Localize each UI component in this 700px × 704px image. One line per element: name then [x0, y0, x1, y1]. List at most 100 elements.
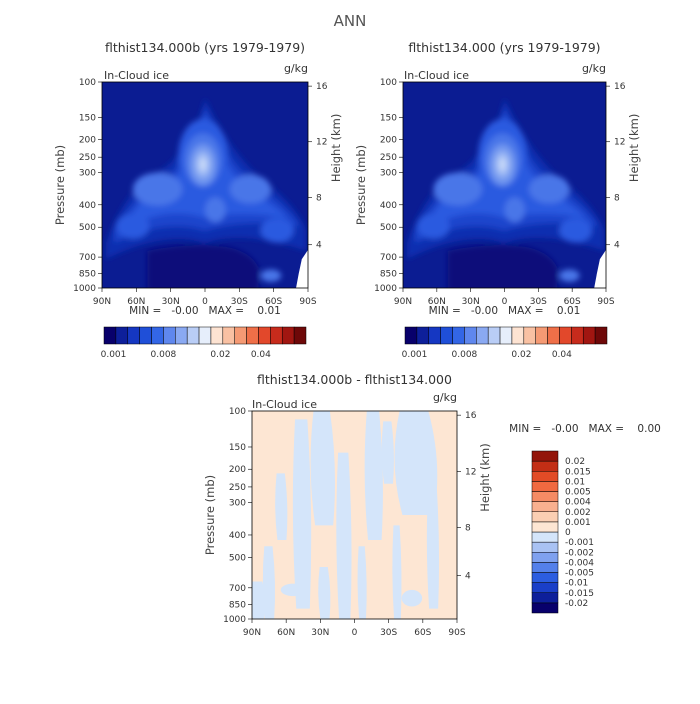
contour-low [147, 245, 259, 288]
y-tick-label: 100 [229, 407, 246, 417]
colorbar-swatch [186, 326, 200, 345]
x-tick-label: 90S [299, 297, 316, 307]
colorbar-swatch [487, 326, 501, 345]
y-tick-label: 100 [380, 78, 397, 88]
height-tick-label: 4 [614, 241, 620, 251]
panel-title: flthist134.000b - flthist134.000 [257, 372, 452, 387]
contour-blob [504, 197, 525, 223]
contour-blob [229, 174, 271, 204]
y-tick-label: 100 [79, 78, 96, 88]
y-tick-label: 850 [380, 270, 397, 280]
colorbar-diff: 0.020.0150.010.0050.0040.0020.0010-0.001… [531, 450, 594, 614]
contour-blob [205, 197, 226, 223]
panel-title: flthist134.000 (yrs 1979-1979) [408, 40, 600, 55]
x-tick-label: 90S [448, 628, 465, 638]
colorbar-swatch [531, 481, 559, 492]
missing-data [296, 249, 308, 288]
contour-blob [260, 217, 294, 243]
y-tick-label: 400 [229, 531, 246, 541]
x-tick-label: 90N [394, 297, 412, 307]
height-tick-label: 8 [316, 193, 322, 203]
x-tick-label: 0 [202, 297, 208, 307]
panel-case2: flthist134.000 (yrs 1979-1979) In-Cloud i… [354, 40, 641, 317]
y-tick-label: 150 [380, 114, 397, 124]
colorbar-swatch [531, 562, 559, 573]
x-tick-label: 90S [597, 297, 614, 307]
min-max-text: MIN = -0.00 MAX = 0.00 [509, 423, 661, 435]
colorbar-swatch [293, 326, 307, 345]
diff-region [292, 419, 312, 609]
colorbar-label: -0.005 [565, 569, 594, 579]
diff-region [364, 411, 383, 540]
main-title: ANN [334, 12, 367, 30]
contour-blob [199, 157, 207, 172]
diff-region [310, 411, 336, 526]
diff-region [252, 581, 266, 619]
height-tick-label: 12 [614, 138, 625, 148]
height-tick-label: 16 [465, 411, 477, 421]
colorbar-swatch [246, 326, 259, 345]
colorbar-swatch [404, 326, 418, 345]
y-tick-label: 250 [79, 153, 96, 163]
y-axis-label: Pressure (mb) [203, 475, 217, 555]
units-label: g/kg [582, 62, 606, 75]
diff-region [280, 583, 306, 597]
x-tick-label: 90N [93, 297, 111, 307]
x-tick-label: 30N [462, 297, 480, 307]
colorbar-label: 0.015 [565, 467, 591, 477]
min-max-text: MIN = -0.00 MAX = 0.01 [429, 305, 581, 317]
colorbar-label: 0.02 [565, 457, 585, 467]
colorbar-swatch [139, 326, 152, 345]
colorbar-label: 0.001 [402, 350, 428, 360]
y-tick-label: 500 [229, 554, 246, 564]
colorbar-label: 0.02 [210, 350, 230, 360]
x-tick-label: 0 [502, 297, 508, 307]
units-label: g/kg [284, 62, 308, 75]
colorbar-label: -0.02 [565, 599, 588, 609]
height-tick-label: 16 [614, 82, 626, 92]
y-tick-label: 500 [79, 223, 96, 233]
field-shapes [407, 98, 604, 288]
field-contours [407, 98, 606, 288]
colorbar-swatch [523, 326, 536, 345]
contour-blob [559, 269, 580, 282]
colorbar-swatch [582, 326, 596, 345]
colorbar-swatch [531, 511, 559, 523]
x-tick-label: 60S [414, 628, 431, 638]
diff-region [394, 411, 438, 515]
colorbar-label: -0.01 [565, 579, 588, 589]
x-tick-label: 0 [352, 628, 358, 638]
colorbar-label: -0.001 [565, 538, 594, 548]
colorbar-swatch [531, 450, 559, 462]
height-tick-label: 16 [316, 82, 328, 92]
colorbar-swatch [270, 326, 283, 345]
y-tick-label: 500 [380, 223, 397, 233]
contour-blob [116, 213, 150, 239]
y-tick-label: 300 [380, 169, 397, 179]
y-tick-label: 150 [229, 443, 246, 453]
colorbar-swatch [531, 460, 559, 472]
y-tick-label: 250 [229, 483, 246, 493]
diff-region [336, 452, 352, 619]
x-tick-label: 30S [380, 628, 397, 638]
colorbar-swatch [127, 326, 140, 345]
y-tick-label: 850 [229, 600, 246, 610]
height-tick-label: 8 [465, 523, 471, 533]
y-tick-label: 300 [229, 499, 246, 509]
contour-blob [417, 213, 450, 239]
x-tick-label: 30S [530, 297, 547, 307]
height-tick-label: 4 [465, 571, 471, 581]
colorbar-label: 0.008 [151, 350, 177, 360]
y-tick-label: 700 [380, 253, 397, 263]
colorbar-swatch [416, 326, 430, 345]
y-tick-label: 200 [79, 136, 96, 146]
y-tick-label: 850 [79, 270, 96, 280]
colorbar-swatch [499, 326, 513, 345]
height-tick-label: 4 [316, 241, 322, 251]
colorbar-swatch [531, 541, 559, 553]
colorbar-swatch [531, 521, 559, 533]
contour-blob [433, 172, 483, 206]
colorbar-label: -0.015 [565, 589, 594, 599]
colorbar-swatch [222, 326, 235, 345]
